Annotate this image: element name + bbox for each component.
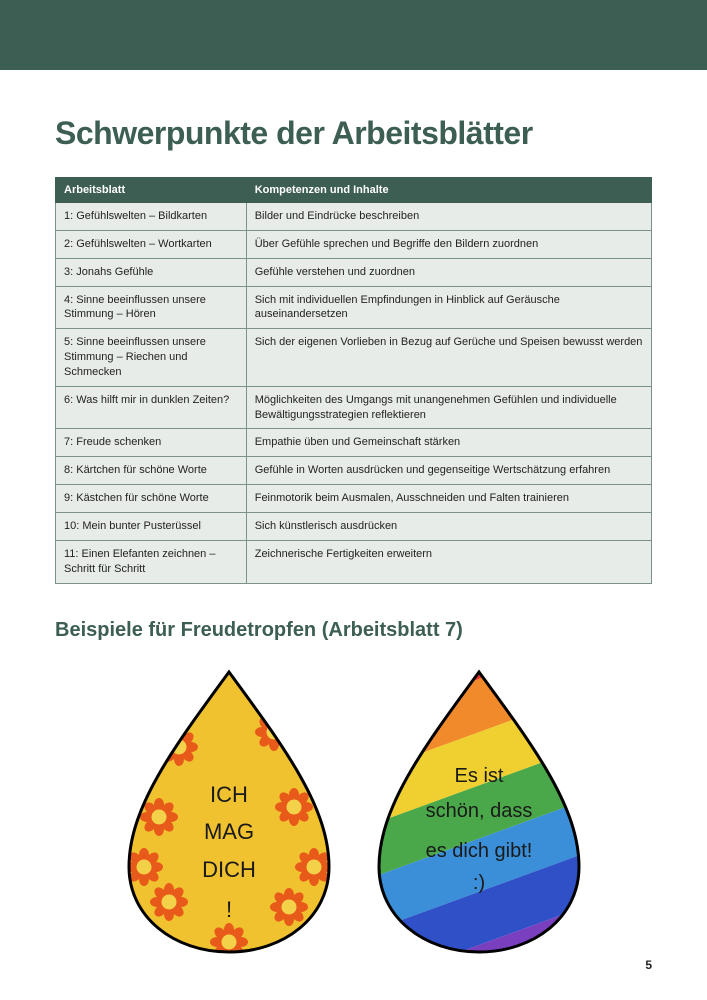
drop-left-line4: ! (225, 897, 231, 922)
cell-kompetenzen: Über Gefühle sprechen und Begriffe den B… (246, 230, 651, 258)
drop-left-line3: DICH (202, 857, 256, 882)
drop-left-line2: MAG (203, 819, 253, 844)
cell-arbeitsblatt: 7: Freude schenken (56, 429, 247, 457)
page-title: Schwerpunkte der Arbeitsblätter (55, 115, 652, 152)
cell-kompetenzen: Bilder und Eindrücke beschreiben (246, 203, 651, 231)
table-row: 10: Mein bunter PusterüsselSich künstler… (56, 512, 652, 540)
drop-left-line1: ICH (210, 782, 248, 807)
cell-arbeitsblatt: 10: Mein bunter Pusterüssel (56, 512, 247, 540)
cell-kompetenzen: Zeichnerische Fertigkeiten erweitern (246, 540, 651, 583)
cell-arbeitsblatt: 2: Gefühlswelten – Wortkarten (56, 230, 247, 258)
cell-kompetenzen: Gefühle verstehen und zuordnen (246, 258, 651, 286)
cell-kompetenzen: Möglichkeiten des Umgangs mit unangenehm… (246, 386, 651, 429)
cell-arbeitsblatt: 6: Was hilft mir in dunklen Zeiten? (56, 386, 247, 429)
table-row: 1: Gefühlswelten – BildkartenBilder und … (56, 203, 652, 231)
cell-kompetenzen: Empathie üben und Gemeinschaft stärken (246, 429, 651, 457)
cell-arbeitsblatt: 4: Sinne beeinflussen unsere Stimmung – … (56, 286, 247, 329)
drop-right-line4: :) (472, 872, 484, 894)
drop-right-line1: Es ist (454, 765, 503, 787)
cell-kompetenzen: Feinmotorik beim Ausmalen, Ausschneiden … (246, 485, 651, 513)
page-content: Schwerpunkte der Arbeitsblätter Arbeitsb… (0, 70, 707, 957)
cell-arbeitsblatt: 1: Gefühlswelten – Bildkarten (56, 203, 247, 231)
drop-right-line3: es dich gibt! (425, 840, 532, 862)
table-row: 5: Sinne beeinflussen unsere Stimmung – … (56, 329, 652, 387)
drops-container: ICH MAG DICH ! Es ist schön, dass es dic… (55, 667, 652, 957)
cell-arbeitsblatt: 3: Jonahs Gefühle (56, 258, 247, 286)
table-row: 7: Freude schenkenEmpathie üben und Geme… (56, 429, 652, 457)
section-subtitle: Beispiele für Freudetropfen (Arbeitsblat… (55, 619, 652, 642)
header-bar (0, 0, 707, 70)
cell-kompetenzen: Gefühle in Worten ausdrücken und gegense… (246, 457, 651, 485)
cell-arbeitsblatt: 5: Sinne beeinflussen unsere Stimmung – … (56, 329, 247, 387)
col-arbeitsblatt: Arbeitsblatt (56, 178, 247, 203)
table-row: 8: Kärtchen für schöne WorteGefühle in W… (56, 457, 652, 485)
cell-kompetenzen: Sich der eigenen Vorlieben in Bezug auf … (246, 329, 651, 387)
table-row: 6: Was hilft mir in dunklen Zeiten?Mögli… (56, 386, 652, 429)
table-row: 3: Jonahs GefühleGefühle verstehen und z… (56, 258, 652, 286)
cell-arbeitsblatt: 9: Kästchen für schöne Worte (56, 485, 247, 513)
page-number: 5 (645, 958, 652, 972)
table-row: 4: Sinne beeinflussen unsere Stimmung – … (56, 286, 652, 329)
worksheet-table: Arbeitsblatt Kompetenzen und Inhalte 1: … (55, 177, 652, 584)
table-row: 11: Einen Elefanten zeichnen – Schritt f… (56, 540, 652, 583)
cell-kompetenzen: Sich mit individuellen Empfindungen in H… (246, 286, 651, 329)
cell-arbeitsblatt: 11: Einen Elefanten zeichnen – Schritt f… (56, 540, 247, 583)
cell-arbeitsblatt: 8: Kärtchen für schöne Worte (56, 457, 247, 485)
table-header-row: Arbeitsblatt Kompetenzen und Inhalte (56, 178, 652, 203)
drop-left: ICH MAG DICH ! (124, 667, 334, 957)
drop-right: Es ist schön, dass es dich gibt! :) (374, 667, 584, 957)
table-row: 9: Kästchen für schöne WorteFeinmotorik … (56, 485, 652, 513)
table-row: 2: Gefühlswelten – WortkartenÜber Gefühl… (56, 230, 652, 258)
col-kompetenzen: Kompetenzen und Inhalte (246, 178, 651, 203)
drop-right-line2: schön, dass (425, 800, 532, 822)
cell-kompetenzen: Sich künstlerisch ausdrücken (246, 512, 651, 540)
